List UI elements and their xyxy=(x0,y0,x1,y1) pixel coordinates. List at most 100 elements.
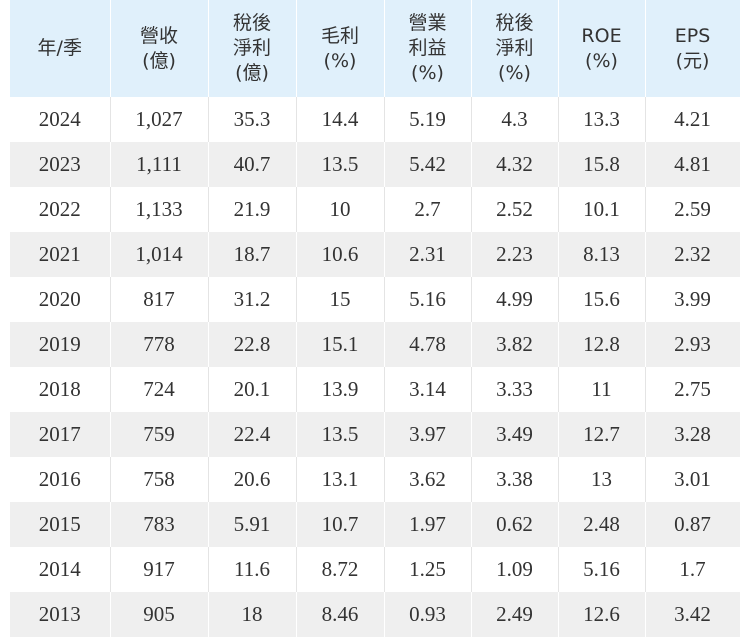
value-cell: 2.75 xyxy=(645,367,740,412)
header-line: 毛利 xyxy=(320,24,359,47)
year-cell: 2014 xyxy=(10,547,111,592)
value-cell: 18.7 xyxy=(208,232,297,277)
table-row: 2013 905 18 8.46 0.93 2.49 12.6 3.42 xyxy=(10,592,740,637)
value-cell: 4.78 xyxy=(384,322,472,367)
value-cell: 15.8 xyxy=(558,142,646,187)
value-cell: 18 xyxy=(208,592,297,637)
value-cell: 2.31 xyxy=(384,232,472,277)
value-cell: 3.97 xyxy=(384,412,472,457)
table-row: 2017 759 22.4 13.5 3.97 3.49 12.7 3.28 xyxy=(10,412,740,457)
column-header: EPS (元) xyxy=(645,0,740,97)
table-row: 2020 817 31.2 15 5.16 4.99 15.6 3.99 xyxy=(10,277,740,322)
value-cell: 10.6 xyxy=(296,232,385,277)
value-cell: 20.1 xyxy=(208,367,297,412)
year-cell: 2015 xyxy=(10,502,111,547)
value-cell: 4.21 xyxy=(645,97,740,142)
value-cell: 22.4 xyxy=(208,412,297,457)
table-row: 2024 1,027 35.3 14.4 5.19 4.3 13.3 4.21 xyxy=(10,97,740,142)
table-row: 2018 724 20.1 13.9 3.14 3.33 11 2.75 xyxy=(10,367,740,412)
value-cell: 14.4 xyxy=(296,97,385,142)
header-line: (億) xyxy=(235,62,269,84)
value-cell: 15.1 xyxy=(296,322,385,367)
table-row: 2015 783 5.91 10.7 1.97 0.62 2.48 0.87 xyxy=(10,502,740,547)
header-line: (億) xyxy=(142,49,176,72)
value-cell: 13.5 xyxy=(296,142,385,187)
header-line: 年/季 xyxy=(37,37,82,59)
value-cell: 2.7 xyxy=(384,187,472,232)
year-cell: 2024 xyxy=(10,97,111,142)
value-cell: 778 xyxy=(110,322,209,367)
value-cell: 724 xyxy=(110,367,209,412)
value-cell: 3.49 xyxy=(471,412,559,457)
header-line: 利益 xyxy=(408,37,447,59)
header-line: 淨利 xyxy=(495,37,534,59)
header-line: 營收 xyxy=(139,24,178,47)
value-cell: 3.14 xyxy=(384,367,472,412)
value-cell: 0.62 xyxy=(471,502,559,547)
value-cell: 2.93 xyxy=(645,322,740,367)
value-cell: 5.16 xyxy=(558,547,646,592)
value-cell: 4.3 xyxy=(471,97,559,142)
value-cell: 12.8 xyxy=(558,322,646,367)
year-cell: 2020 xyxy=(10,277,111,322)
value-cell: 8.46 xyxy=(296,592,385,637)
value-cell: 21.9 xyxy=(208,187,297,232)
table-body: 2024 1,027 35.3 14.4 5.19 4.3 13.3 4.21 2023 1,11… xyxy=(10,97,740,637)
value-cell: 1,014 xyxy=(110,232,209,277)
header-line: (元) xyxy=(675,49,710,72)
value-cell: 5.16 xyxy=(384,277,472,322)
value-cell: 2.23 xyxy=(471,232,559,277)
value-cell: 12.7 xyxy=(558,412,646,457)
year-cell: 2017 xyxy=(10,412,111,457)
value-cell: 4.32 xyxy=(471,142,559,187)
value-cell: 15.6 xyxy=(558,277,646,322)
year-cell: 2022 xyxy=(10,187,111,232)
table-row: 2016 758 20.6 13.1 3.62 3.38 13 3.01 xyxy=(10,457,740,502)
value-cell: 1,111 xyxy=(110,142,209,187)
header-line: (%) xyxy=(585,49,618,72)
value-cell: 31.2 xyxy=(208,277,297,322)
value-cell: 905 xyxy=(110,592,209,637)
financial-table: 年/季 營收 (億) 稅後 淨利 (億) 毛利 (%) 營業 利益 (%) 稅後 淨利 (%) ROE (%)… xyxy=(10,0,740,637)
header-line: 營業 xyxy=(408,12,447,34)
column-header: 營業 利益 (%) xyxy=(384,0,472,97)
value-cell: 758 xyxy=(110,457,209,502)
value-cell: 4.81 xyxy=(645,142,740,187)
value-cell: 3.99 xyxy=(645,277,740,322)
year-cell: 2021 xyxy=(10,232,111,277)
value-cell: 917 xyxy=(110,547,209,592)
year-cell: 2023 xyxy=(10,142,111,187)
value-cell: 15 xyxy=(296,277,385,322)
column-header: 營收 (億) xyxy=(110,0,209,97)
header-line: 稅後 xyxy=(232,12,271,34)
value-cell: 3.38 xyxy=(471,457,559,502)
year-cell: 2016 xyxy=(10,457,111,502)
value-cell: 2.49 xyxy=(471,592,559,637)
value-cell: 35.3 xyxy=(208,97,297,142)
value-cell: 10.7 xyxy=(296,502,385,547)
value-cell: 13.5 xyxy=(296,412,385,457)
value-cell: 12.6 xyxy=(558,592,646,637)
column-header: 毛利 (%) xyxy=(296,0,385,97)
value-cell: 3.33 xyxy=(471,367,559,412)
header-row: 年/季 營收 (億) 稅後 淨利 (億) 毛利 (%) 營業 利益 (%) 稅後 淨利 (%) ROE (%)… xyxy=(10,0,740,97)
value-cell: 783 xyxy=(110,502,209,547)
value-cell: 13.9 xyxy=(296,367,385,412)
value-cell: 3.42 xyxy=(645,592,740,637)
value-cell: 1,133 xyxy=(110,187,209,232)
value-cell: 5.19 xyxy=(384,97,472,142)
value-cell: 11.6 xyxy=(208,547,297,592)
value-cell: 10 xyxy=(296,187,385,232)
column-header: ROE (%) xyxy=(558,0,646,97)
year-cell: 2019 xyxy=(10,322,111,367)
value-cell: 817 xyxy=(110,277,209,322)
value-cell: 0.93 xyxy=(384,592,472,637)
value-cell: 13.3 xyxy=(558,97,646,142)
value-cell: 10.1 xyxy=(558,187,646,232)
table-row: 2022 1,133 21.9 10 2.7 2.52 10.1 2.59 xyxy=(10,187,740,232)
year-cell: 2013 xyxy=(10,592,111,637)
value-cell: 1.97 xyxy=(384,502,472,547)
value-cell: 40.7 xyxy=(208,142,297,187)
header-line: EPS xyxy=(674,24,711,47)
